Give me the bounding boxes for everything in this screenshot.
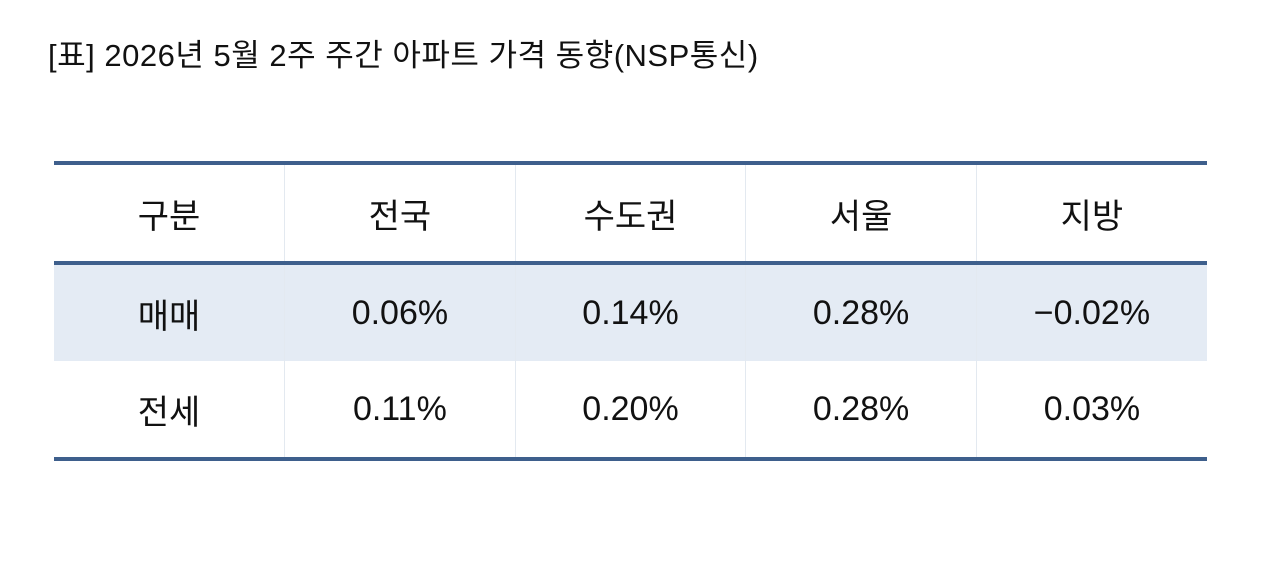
table-row: 전세 0.11% 0.20% 0.28% 0.03% xyxy=(54,361,1207,459)
cell: 0.03% xyxy=(975,361,1207,459)
column-header: 전국 xyxy=(284,163,516,263)
cell: 0.28% xyxy=(745,361,977,459)
column-header: 지방 xyxy=(975,163,1207,263)
cell: −0.02% xyxy=(975,263,1207,361)
column-header: 수도권 xyxy=(514,163,746,263)
table-head: 구분 전국 수도권 서울 지방 xyxy=(54,163,1207,263)
cell: 0.20% xyxy=(514,361,746,459)
column-header: 서울 xyxy=(745,163,977,263)
cell: 0.14% xyxy=(514,263,746,361)
cell: 0.11% xyxy=(284,361,516,459)
row-header: 전세 xyxy=(137,393,201,432)
table-row: 매매 0.06% 0.14% 0.28% −0.02% xyxy=(54,263,1207,361)
header-row: 구분 전국 수도권 서울 지방 xyxy=(54,163,1207,263)
table-body: 매매 0.06% 0.14% 0.28% −0.02% 전세 0.11% 0.20% 0.28%… xyxy=(54,263,1207,459)
row-header: 매매 xyxy=(137,297,201,336)
cell: 0.28% xyxy=(745,263,977,361)
price-table: 구분 전국 수도권 서울 지방 매매 0.06% 0.14% 0.28% −0.02% 전세 0.1… xyxy=(54,161,1207,461)
cell: 0.06% xyxy=(284,263,516,361)
column-header: 구분 xyxy=(137,197,201,236)
title: [표] 2026년 5월 2주 주간 아파트 가격 동향(NSP통신) xyxy=(48,38,759,73)
